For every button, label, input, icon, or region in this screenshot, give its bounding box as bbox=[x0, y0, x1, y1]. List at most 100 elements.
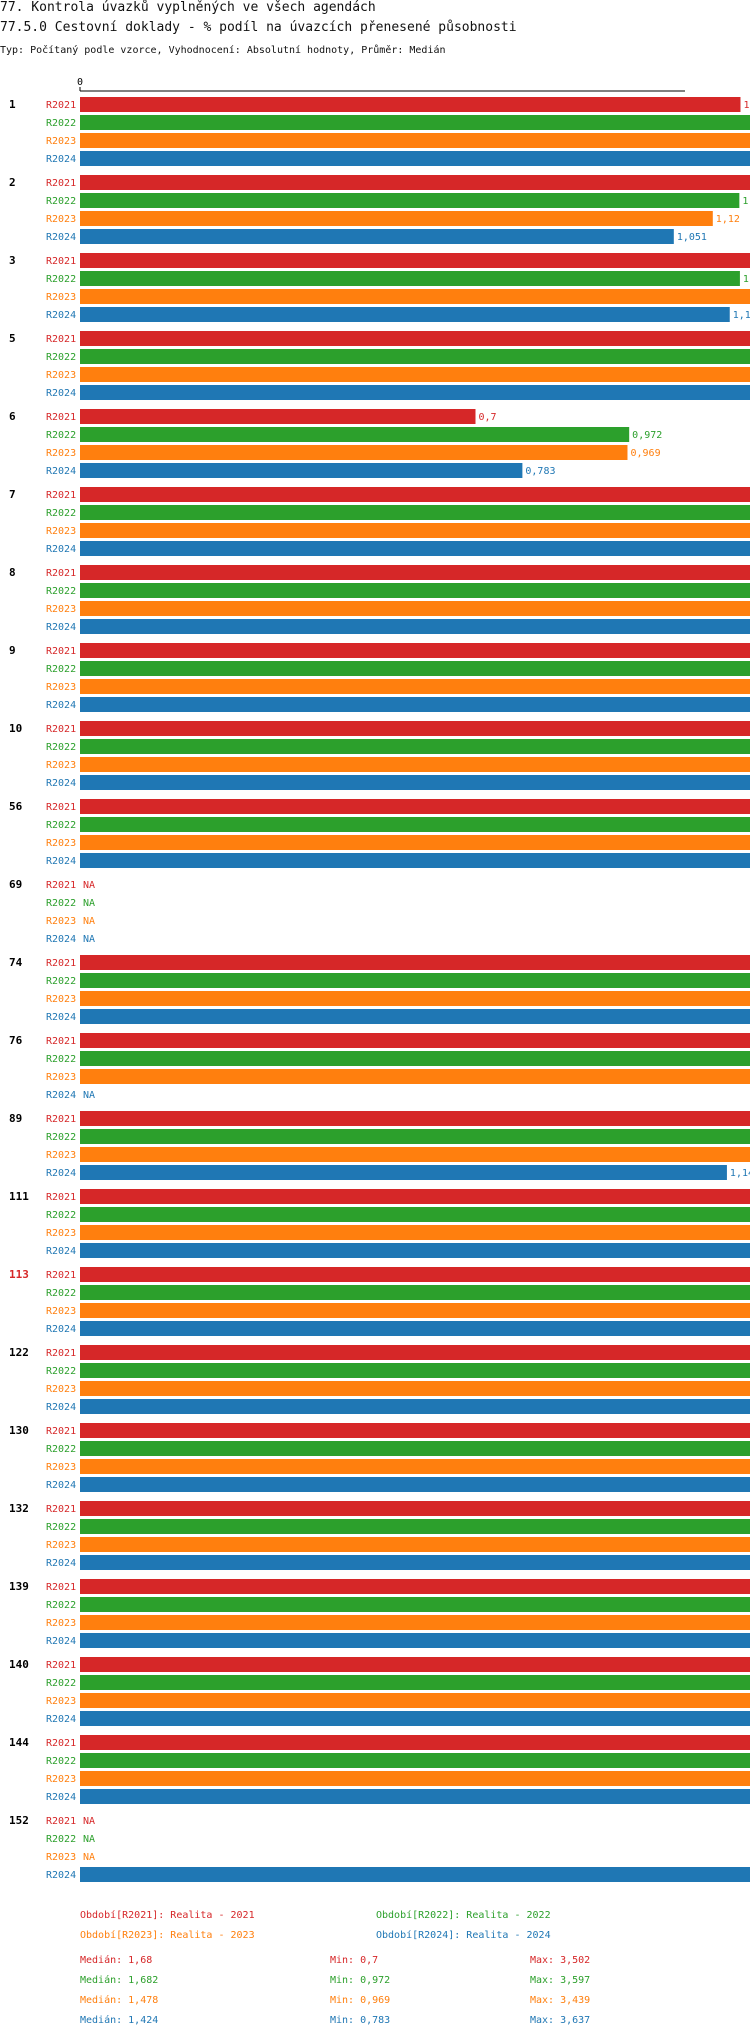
bar bbox=[80, 1129, 750, 1144]
series-label: R2024 bbox=[46, 388, 76, 399]
x-axis-tick-label: 0 bbox=[77, 77, 83, 88]
series-label: R2022 bbox=[46, 1834, 76, 1845]
bar bbox=[80, 1501, 750, 1516]
group-label: 74 bbox=[9, 956, 23, 969]
group-label: 10 bbox=[9, 722, 22, 735]
bar bbox=[80, 679, 750, 694]
series-label: R2022 bbox=[46, 118, 76, 129]
series-label: R2021 bbox=[46, 1036, 76, 1047]
bar bbox=[80, 1771, 750, 1786]
series-label: R2024 bbox=[46, 700, 76, 711]
bar bbox=[80, 1111, 750, 1126]
series-label: R2021 bbox=[46, 958, 76, 969]
chart-type-info: Typ: Počítaný podle vzorce, Vyhodnocení:… bbox=[0, 45, 446, 56]
series-label: R2024 bbox=[46, 622, 76, 633]
series-label: R2024 bbox=[46, 934, 76, 945]
na-label: NA bbox=[83, 898, 95, 909]
series-label: R2024 bbox=[46, 154, 76, 165]
series-label: R2022 bbox=[46, 1522, 76, 1533]
stat-max: Max: 3,637 bbox=[530, 2015, 591, 2026]
group-label: 8 bbox=[9, 566, 16, 579]
series-label: R2023 bbox=[46, 1540, 76, 1551]
bar bbox=[80, 115, 750, 130]
series-label: R2024 bbox=[46, 1792, 76, 1803]
group-label: 140 bbox=[9, 1658, 29, 1671]
bar bbox=[80, 1441, 750, 1456]
series-label: R2021 bbox=[46, 1114, 76, 1125]
series-label: R2024 bbox=[46, 778, 76, 789]
series-label: R2021 bbox=[46, 1504, 76, 1515]
series-label: R2024 bbox=[46, 232, 76, 243]
bar bbox=[80, 1267, 750, 1282]
series-label: R2021 bbox=[46, 880, 76, 891]
series-label: R2022 bbox=[46, 898, 76, 909]
series-label: R2022 bbox=[46, 1132, 76, 1143]
bar bbox=[80, 1555, 750, 1570]
series-label: R2023 bbox=[46, 526, 76, 537]
group-label: 152 bbox=[9, 1814, 29, 1827]
series-label: R2023 bbox=[46, 1228, 76, 1239]
series-label: R2021 bbox=[46, 412, 76, 423]
stat-min: Min: 0,969 bbox=[330, 1995, 391, 2006]
bar bbox=[80, 991, 750, 1006]
series-label: R2021 bbox=[46, 490, 76, 501]
series-label: R2024 bbox=[46, 1714, 76, 1725]
na-label: NA bbox=[83, 1852, 95, 1863]
legend-item: Období[R2023]: Realita - 2023 bbox=[80, 1930, 255, 1941]
series-label: R2022 bbox=[46, 1600, 76, 1611]
bar bbox=[80, 331, 750, 346]
series-label: R2023 bbox=[46, 1852, 76, 1863]
bar bbox=[80, 505, 750, 520]
bar bbox=[80, 955, 750, 970]
series-label: R2021 bbox=[46, 334, 76, 345]
bar bbox=[80, 721, 750, 736]
group-label: 139 bbox=[9, 1580, 29, 1593]
series-label: R2024 bbox=[46, 544, 76, 555]
bar bbox=[80, 1225, 750, 1240]
bar bbox=[80, 253, 750, 268]
bar bbox=[80, 1363, 750, 1378]
series-label: R2021 bbox=[46, 724, 76, 735]
na-label: NA bbox=[83, 1090, 95, 1101]
bar bbox=[80, 661, 750, 676]
group-label: 111 bbox=[9, 1190, 29, 1203]
bar bbox=[80, 1399, 750, 1414]
bar bbox=[80, 133, 750, 148]
bar bbox=[80, 1579, 750, 1594]
series-label: R2021 bbox=[46, 1816, 76, 1827]
group-label: 2 bbox=[9, 176, 16, 189]
bar bbox=[80, 1189, 750, 1204]
na-label: NA bbox=[83, 916, 95, 927]
bar bbox=[80, 385, 750, 400]
stat-max: Max: 3,439 bbox=[530, 1995, 591, 2006]
bar bbox=[80, 697, 750, 712]
series-label: R2022 bbox=[46, 1756, 76, 1767]
legend-item: Období[R2024]: Realita - 2024 bbox=[376, 1930, 551, 1941]
value-label: 1,169 bbox=[743, 100, 750, 111]
bar bbox=[80, 1009, 750, 1024]
series-label: R2022 bbox=[46, 820, 76, 831]
bar bbox=[80, 1537, 750, 1552]
bar bbox=[80, 307, 730, 322]
bar bbox=[80, 853, 750, 868]
legend-item: Období[R2021]: Realita - 2021 bbox=[80, 1910, 255, 1921]
series-label: R2024 bbox=[46, 1558, 76, 1569]
series-label: R2021 bbox=[46, 1192, 76, 1203]
group-label: 69 bbox=[9, 878, 22, 891]
stat-median: Medián: 1,68 bbox=[80, 1955, 153, 1966]
bar bbox=[80, 1519, 750, 1534]
group-label: 5 bbox=[9, 332, 16, 345]
bar bbox=[80, 973, 750, 988]
stat-max: Max: 3,502 bbox=[530, 1955, 591, 1966]
series-label: R2021 bbox=[46, 1660, 76, 1671]
bar bbox=[80, 835, 750, 850]
bar bbox=[80, 1321, 750, 1336]
bar bbox=[80, 1657, 750, 1672]
bar bbox=[80, 739, 750, 754]
bar bbox=[80, 1033, 750, 1048]
bar bbox=[80, 775, 750, 790]
value-label: 0,972 bbox=[632, 430, 662, 441]
series-label: R2022 bbox=[46, 742, 76, 753]
bar bbox=[80, 193, 740, 208]
bar bbox=[80, 97, 741, 112]
